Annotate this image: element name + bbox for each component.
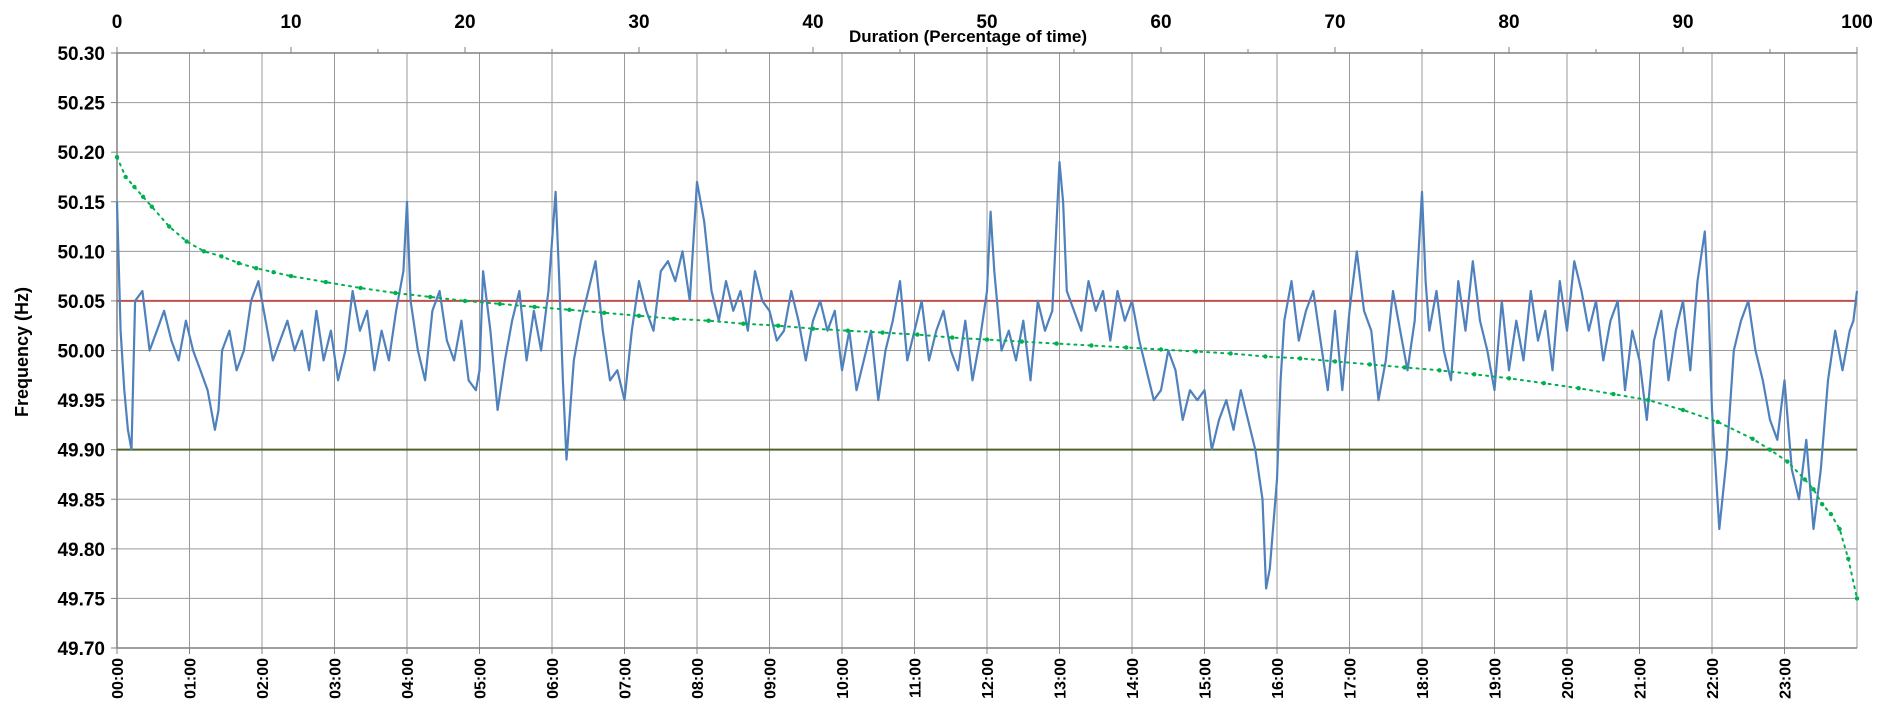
duration-curve-line: [116, 156, 1858, 600]
duration-curve-point: [1854, 596, 1860, 601]
x-tick-label: 10:00: [835, 658, 852, 699]
x-tick-label: 06:00: [545, 658, 562, 699]
x-tick-label: 03:00: [328, 658, 345, 699]
duration-curve-point: [323, 279, 328, 285]
duration-curve-point: [201, 249, 207, 254]
x-tick-label: 15:00: [1198, 658, 1215, 699]
duration-curve-point: [810, 326, 816, 331]
duration-curve-point: [1019, 339, 1024, 344]
duration-curve-point: [880, 330, 885, 335]
x2-tick-label: 90: [1672, 12, 1693, 33]
x-tick-label: 14:00: [1125, 658, 1142, 699]
y-tick-label: 50.05: [57, 292, 105, 313]
duration-curve-point: [1680, 407, 1686, 413]
axes: [111, 47, 1858, 654]
x-tick-label: 12:00: [980, 658, 997, 699]
x-tick-label: 02:00: [255, 658, 272, 699]
reference-lines: [117, 299, 1857, 451]
duration-curve-point: [984, 337, 990, 342]
x-tick-label: 07:00: [618, 658, 635, 699]
series-layer: [114, 154, 1860, 601]
x-tick-label: 08:00: [690, 658, 707, 699]
x-tick-label: 17:00: [1343, 658, 1360, 699]
duration-curve-point: [636, 313, 642, 318]
duration-curve-point: [845, 328, 850, 333]
y-tick-label: 50.25: [57, 94, 105, 115]
duration-curve-point: [776, 323, 781, 328]
x-tick-label: 23:00: [1778, 658, 1795, 699]
x-tick-label: 16:00: [1270, 658, 1287, 699]
x-tick-label: 20:00: [1560, 658, 1577, 699]
duration-curve-point: [915, 332, 920, 337]
duration-curve-point: [462, 298, 468, 304]
duration-curve-point: [950, 335, 955, 340]
x-tick-label: 00:00: [110, 658, 127, 699]
x-tick-label: 05:00: [473, 658, 490, 699]
y-tick-label: 49.75: [57, 589, 105, 610]
duration-curve-point: [393, 290, 398, 296]
y-tick-label: 49.80: [57, 540, 105, 561]
y-tick-label: 50.15: [57, 193, 105, 214]
duration-curve-point: [602, 310, 607, 315]
duration-curve-point: [671, 316, 676, 321]
x-tick-label: 04:00: [400, 658, 417, 699]
frequency-time-series-line: [115, 161, 1859, 590]
y-axis-title: Frequency (Hz): [12, 287, 32, 417]
x2-tick-label: 70: [1324, 12, 1345, 33]
x2-tick-label: 20: [454, 12, 475, 33]
tick-labels: 50.30 50.25 50.20 50.15 50.10 50.05 50.00 49.95…: [57, 12, 1872, 699]
x-tick-label: 11:00: [908, 658, 925, 698]
duration-curve-point: [706, 318, 711, 323]
x2-tick-label: 50: [976, 12, 997, 33]
duration-curve-point: [358, 285, 363, 291]
duration-curve-point: [428, 294, 433, 300]
y-tick-label: 49.85: [57, 490, 105, 511]
duration-curve-point: [567, 307, 572, 312]
x2-tick-label: 100: [1841, 12, 1873, 33]
y-tick-label: 49.70: [57, 639, 105, 660]
duration-curve-point: [497, 301, 502, 307]
y-tick-label: 49.95: [57, 391, 105, 412]
x2-tick-label: 80: [1498, 12, 1519, 33]
y-tick-label: 50.00: [57, 342, 105, 363]
x-tick-label: 19:00: [1488, 658, 1505, 699]
x-tick-label: 21:00: [1633, 658, 1650, 699]
duration-curve-point: [532, 304, 537, 310]
x2-tick-label: 40: [802, 12, 823, 33]
x2-tick-label: 10: [280, 12, 301, 33]
x-tick-label: 01:00: [183, 658, 200, 699]
x2-tick-label: 60: [1150, 12, 1171, 33]
duration-curve-point: [741, 321, 746, 326]
y-tick-label: 50.20: [57, 143, 105, 164]
x2-tick-label: 0: [112, 12, 123, 33]
x-tick-label: 13:00: [1053, 658, 1070, 699]
x-tick-label: 22:00: [1705, 658, 1722, 699]
duration-curve-point: [288, 273, 294, 279]
x2-tick-label: 30: [628, 12, 649, 33]
x-tick-label: 09:00: [763, 658, 780, 699]
y-tick-label: 50.10: [57, 242, 105, 263]
y-tick-label: 49.90: [57, 441, 105, 462]
duration-curve-point: [1089, 343, 1094, 348]
y-tick-label: 50.30: [57, 44, 105, 65]
x-tick-label: 18:00: [1415, 658, 1432, 699]
duration-curve-point: [1054, 341, 1059, 346]
x2-axis-title: Duration (Percentage of time): [849, 27, 1087, 46]
